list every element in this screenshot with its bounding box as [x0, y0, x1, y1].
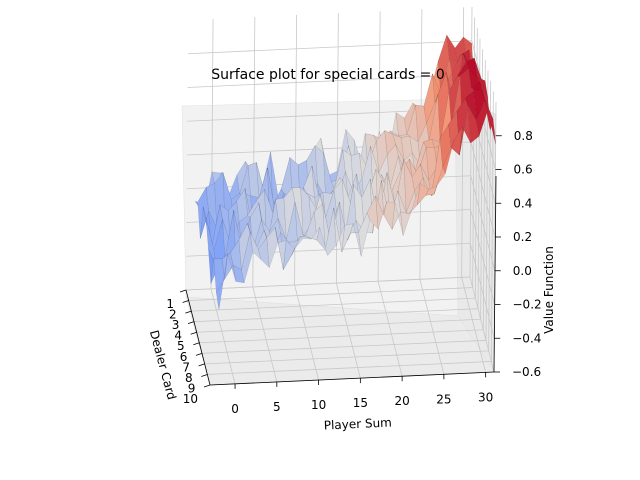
- grid-line: [419, 279, 445, 375]
- x-axis-ticks: 0 5 10 15 20 25 30: [231, 372, 493, 416]
- z-axis-label: Value Function: [542, 246, 556, 334]
- grid-line: [187, 74, 472, 88]
- z-axis-ticks: −0.6 −0.4 −0.2 0.0 0.2 0.4 0.6 0.8: [494, 129, 542, 379]
- y-tick-label: 4: [174, 329, 182, 343]
- y-tick-label: 1: [166, 297, 174, 311]
- z-tick-label: 0.2: [513, 230, 532, 244]
- grid-line: [204, 350, 489, 365]
- grid-line: [470, 175, 496, 271]
- grid-line: [188, 287, 473, 301]
- grid-line: [185, 276, 471, 291]
- x-tick-label: 20: [394, 394, 409, 408]
- surface-facet: [476, 77, 488, 98]
- x-axis-line: [209, 371, 495, 386]
- z-axis-line: [493, 175, 497, 373]
- x-tick-label: 10: [311, 398, 326, 412]
- grid-line: [252, 286, 278, 383]
- z-tick-label: −0.2: [513, 298, 542, 312]
- y-tick-label: 6: [180, 350, 188, 364]
- grid-line: [187, 40, 472, 55]
- grid-line: [335, 283, 361, 379]
- z-tick-label: 0.6: [514, 163, 533, 177]
- grid-line: [377, 281, 403, 377]
- y-tick-mark: [190, 331, 197, 335]
- grid-line: [210, 288, 236, 384]
- y-axis-line: [185, 289, 211, 386]
- grid-line: [196, 318, 481, 333]
- y-tick-mark: [201, 374, 208, 377]
- surface-facet: [484, 100, 496, 145]
- z-tick-label: 0.0: [513, 264, 532, 278]
- x-tick-label: 30: [478, 390, 493, 404]
- y-tick-label: 10: [183, 392, 198, 406]
- x-tick-label: 0: [231, 402, 239, 416]
- x-axis-label: Player Sum: [323, 415, 392, 432]
- grid-line: [470, 141, 496, 238]
- x-tick-label: 5: [273, 400, 281, 414]
- grid-line: [294, 284, 319, 381]
- y-tick-mark: [182, 300, 189, 303]
- z-tick-label: −0.4: [512, 331, 541, 345]
- grid-line: [461, 277, 487, 373]
- y-tick-mark: [203, 384, 211, 388]
- grid-line: [207, 361, 492, 375]
- z-tick-label: −0.6: [512, 365, 541, 379]
- y-tick-mark: [185, 310, 192, 314]
- value-function-surface: [194, 34, 496, 310]
- grid-line: [199, 329, 484, 344]
- y-tick-mark: [198, 363, 205, 367]
- grid-line: [470, 209, 495, 305]
- x-tick-label: 25: [436, 392, 451, 406]
- y-tick-label: 5: [177, 339, 185, 353]
- y-tick-label: 9: [188, 381, 196, 395]
- y-tick-mark: [195, 352, 203, 356]
- grid-line: [469, 276, 495, 373]
- y-tick-label: 8: [185, 371, 193, 385]
- chart-title: Surface plot for special cards = 0: [211, 67, 445, 83]
- y-tick-label: 2: [169, 308, 177, 322]
- grid-line: [193, 308, 479, 323]
- axis-lines: [185, 175, 497, 386]
- y-tick-mark: [187, 321, 195, 325]
- y-tick-mark: [179, 289, 187, 293]
- grid-line: [201, 339, 487, 354]
- grid-line: [191, 297, 476, 312]
- z-tick-label: 0.4: [513, 196, 532, 210]
- y-tick-mark: [193, 342, 200, 346]
- grid-line: [469, 243, 495, 339]
- x-tick-label: 15: [353, 396, 368, 410]
- y-tick-label: 7: [182, 360, 190, 374]
- z-tick-label: 0.8: [514, 129, 533, 143]
- y-tick-label: 3: [172, 318, 180, 332]
